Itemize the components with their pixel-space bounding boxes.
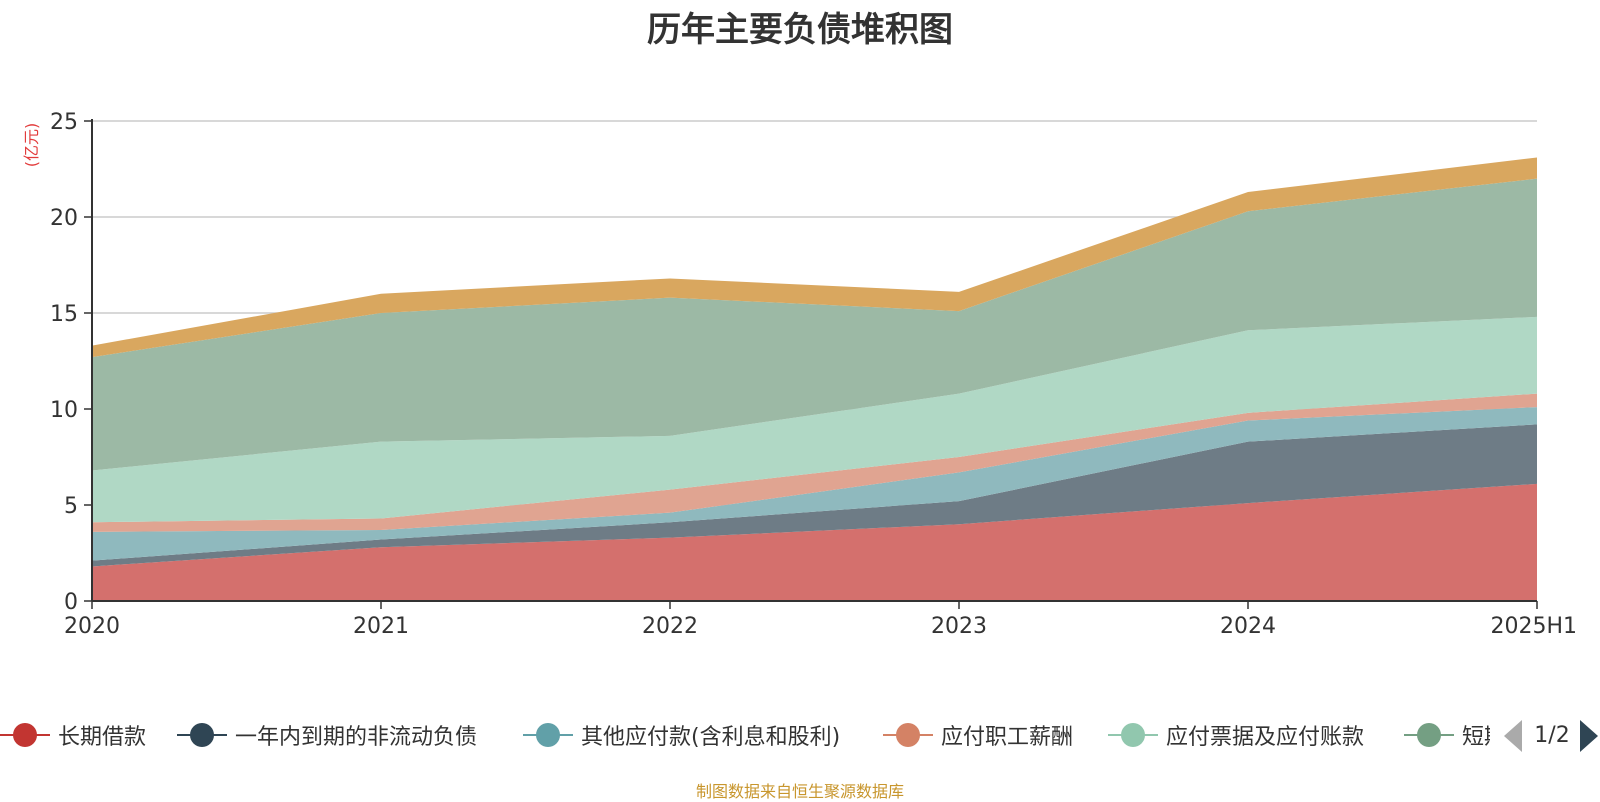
axis-layer: 0 5 10 15 20 25 2020 2021 2022 2023 2024 2025H1 — [50, 110, 1577, 639]
y-tick-label: 5 — [64, 494, 78, 519]
legend-item-long-term-loan[interactable]: 长期借款 — [0, 715, 146, 755]
y-tick-label: 25 — [50, 110, 78, 135]
y-tick-label: 20 — [50, 206, 78, 231]
source-note: 制图数据来自恒生聚源数据库 — [695, 782, 904, 801]
x-tick-label: 2023 — [931, 614, 987, 639]
legend-item-notes-accounts-payable[interactable]: 应付票据及应付账款 — [1108, 715, 1364, 755]
legend-item-current-noncurrent-liab[interactable]: 一年内到期的非流动负债 — [177, 715, 477, 755]
x-tick-label: 2020 — [64, 614, 120, 639]
area-series-6 — [92, 157, 1537, 358]
y-tick-label: 15 — [50, 302, 78, 327]
chart-title: 历年主要负债堆积图 — [647, 10, 953, 50]
area-series-2 — [92, 407, 1537, 561]
legend-marker-icon — [523, 720, 573, 750]
legend-label: 长期借款 — [58, 725, 147, 750]
legend-marker-icon — [1404, 720, 1454, 750]
legend-label: 其他应付款(含利息和股利) — [581, 725, 841, 750]
legend-marker-icon — [177, 720, 227, 750]
area-series-3 — [92, 393, 1537, 532]
legend: 长期借款 一年内到期的非流动负债 其他应付款(含利息和股利) 应付职工薪酬 应付… — [0, 715, 1490, 755]
area-series-4 — [92, 316, 1537, 523]
legend-marker-icon — [0, 720, 50, 750]
area-layer — [92, 157, 1537, 601]
legend-item-short-term-loan[interactable]: 短期借款 — [1404, 715, 1490, 755]
y-axis-unit-label: (亿元) — [22, 123, 41, 168]
legend-page-indicator: 1/2 — [1534, 723, 1570, 748]
x-tick-label: 2025H1 — [1490, 614, 1577, 639]
x-tick-label: 2021 — [353, 614, 409, 639]
x-tick-label: 2022 — [642, 614, 698, 639]
chart-plot: 0 5 10 15 20 25 2020 2021 2022 2023 2024 2025H1 (亿元… — [22, 110, 1577, 639]
legend-label: 应付职工薪酬 — [941, 725, 1074, 750]
legend-label: 短期借款 — [1462, 725, 1490, 750]
legend-item-payroll-payable[interactable]: 应付职工薪酬 — [883, 715, 1073, 755]
legend-label: 一年内到期的非流动负债 — [235, 725, 478, 750]
legend-next-page-icon[interactable] — [1578, 718, 1600, 754]
area-series-1 — [92, 424, 1537, 567]
legend-item-other-payables[interactable]: 其他应付款(含利息和股利) — [523, 715, 840, 755]
area-series-0 — [92, 483, 1537, 601]
y-tick-label: 10 — [50, 398, 78, 423]
legend-label: 应付票据及应付账款 — [1166, 725, 1365, 750]
area-series-5 — [92, 178, 1537, 471]
x-tick-label: 2024 — [1220, 614, 1276, 639]
legend-marker-icon — [883, 720, 933, 750]
legend-marker-icon — [1108, 720, 1158, 750]
legend-prev-page-icon[interactable] — [1502, 718, 1524, 754]
y-tick-label: 0 — [64, 590, 78, 615]
